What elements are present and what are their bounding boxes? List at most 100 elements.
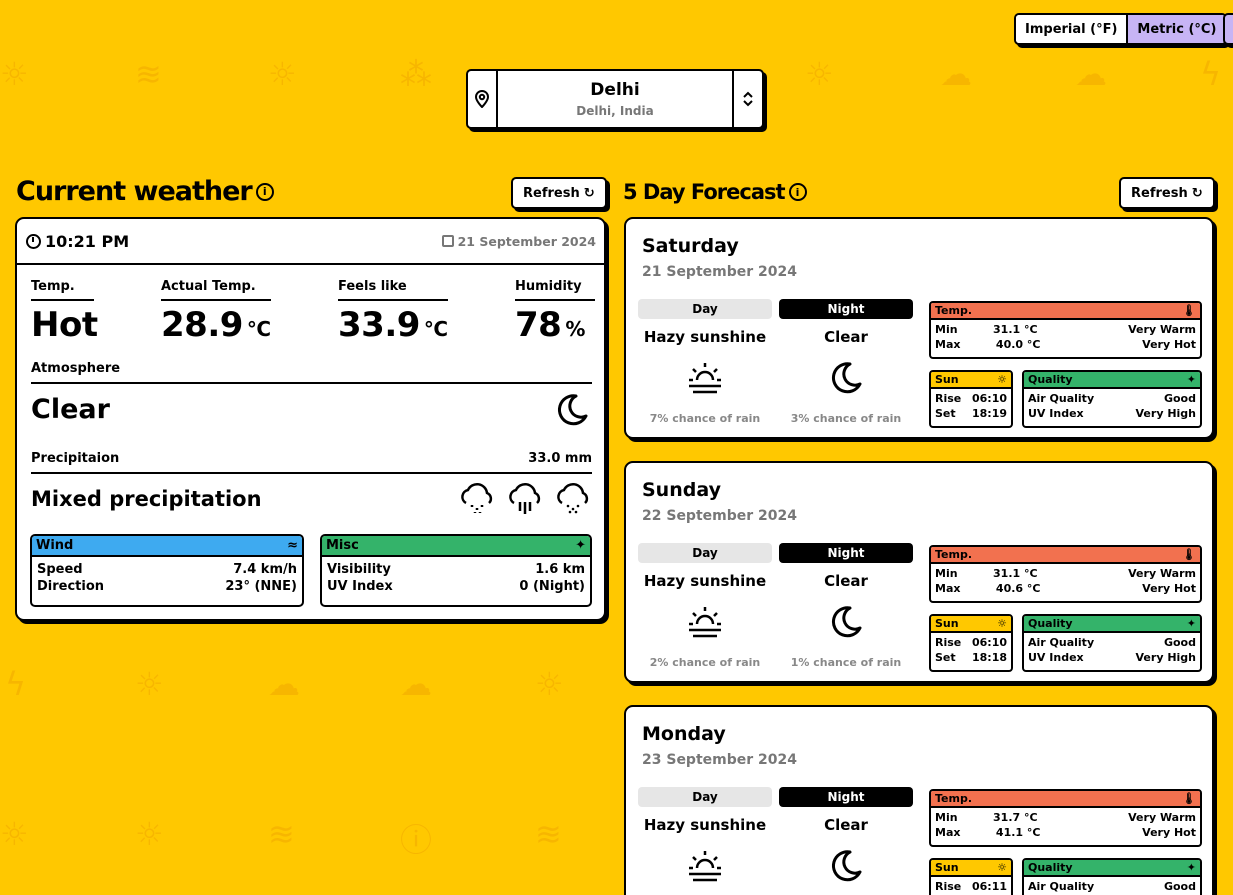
unit-toggle: Imperial (°F) Metric (°C) [1014,13,1228,45]
sun-icon: ☼ [997,373,1007,386]
day-rain-chance: 2% chance of rain [649,656,761,669]
current-refresh-button[interactable]: Refresh ↻ [511,177,607,209]
precipitation-amount: 33.0 mm [528,451,592,466]
atmosphere-value: Clear [31,394,110,425]
drizzle-icon [461,483,493,513]
hazy-sun-icon [638,848,772,888]
sun-icon: ☼ [135,665,164,703]
forecast-day-name: Saturday [642,235,739,257]
wind-speed: 7.4 km/h [233,562,297,577]
quality-box: Quality ✦ Air Quality Good UV Index Very Hi… [1022,370,1202,428]
wind-box: Wind ≈ Speed 7.4 km/h Direction 23° (NNE) [30,534,304,607]
day-tag: Day [638,299,772,319]
sun-icon: ☼ [997,861,1007,874]
moon-icon [554,392,590,432]
refresh-icon: ↻ [1191,185,1203,201]
clock-icon [26,233,41,249]
current-weather-title: Current weather i [16,176,274,207]
forecast-title: 5 Day Forecast i [623,180,807,204]
temp-box: Temp. 🌡 Min 31.1 °C Very Warm Max 40.6 °C Ver… [929,545,1202,603]
cloud-icon: ☁ [400,665,432,703]
cloud-icon: ☁ [1075,55,1107,93]
sun-box: Sun ☼ Rise 06:10 Set 18:19 [929,370,1013,428]
precipitation-icons [458,481,592,517]
feels-like-label: Feels like [338,279,448,301]
info-icon[interactable]: i [788,183,807,201]
day-description: Hazy sunshine [643,816,767,834]
moon-icon [779,604,913,644]
moon-icon [779,360,913,400]
sun-icon: ☼ [535,665,564,703]
hazy-sun-icon [638,360,772,400]
night-tag: Night [779,543,913,563]
thermometer-icon: 🌡 [1182,548,1196,561]
sparkle-icon: ✦ [575,538,586,553]
location-pin-icon [468,71,498,127]
night-description: Clear [824,572,868,590]
uv-index-value: 0 (Night) [519,579,585,594]
forecast-day-card: Monday 23 September 2024 Day Hazy sunshi… [624,705,1214,895]
day-description: Hazy sunshine [643,328,767,346]
thermometer-icon: 🌡 [1182,792,1196,805]
actual-temp-label: Actual Temp. [161,279,271,301]
forecast-date: 23 September 2024 [642,752,797,768]
night-rain-chance: 3% chance of rain [790,412,902,425]
metric-button[interactable]: Metric (°C) [1126,15,1226,43]
precipitation-label: Precipitaion 33.0 mm [31,451,592,474]
lightning-icon: ϟ [5,665,27,703]
forecast-refresh-button[interactable]: Refresh ↻ [1119,177,1215,209]
forecast-date: 22 September 2024 [642,508,797,524]
night-tag: Night [779,299,913,319]
actual-temp-value: 28.9 [161,305,243,345]
night-tag: Night [779,787,913,807]
atmosphere-label: Atmosphere [31,361,592,384]
calendar-icon [441,235,454,247]
info-icon[interactable]: i [255,182,274,201]
hazy-sun-icon [638,604,772,644]
cloud-icon: ☁ [268,665,300,703]
sun-icon: ☼ [135,815,164,853]
rain-icon: ⁂ [400,55,432,93]
imperial-button[interactable]: Imperial (°F) [1016,15,1127,43]
refresh-icon: ↻ [583,185,595,201]
day-rain-chance: 7% chance of rain [649,412,761,425]
forecast-date: 21 September 2024 [642,264,797,280]
night-description: Clear [824,816,868,834]
location-region: Delhi, India [576,104,654,118]
sparkle-icon: ✦ [1186,861,1196,874]
humidity-value: 78 [515,305,562,345]
cloud-icon: ☁ [940,55,972,93]
lightning-icon: ϟ [1200,55,1222,93]
snow-icon [557,483,589,514]
sun-icon: ☼ [997,617,1007,630]
temp-label: Temp. [31,279,94,301]
chevron-up-down-icon[interactable] [732,71,762,127]
wind-direction: 23° (NNE) [225,579,297,594]
theme-button[interactable] [1223,13,1233,45]
wind-icon: ≋ [268,815,295,853]
sun-icon: ☼ [0,815,29,853]
temp-value: Hot [31,305,98,345]
temp-box: Temp. 🌡 Min 31.1 °C Very Warm Max 40.0 °C Ver… [929,301,1202,359]
sun-icon: ☼ [805,55,834,93]
sparkle-icon: ✦ [1186,373,1196,386]
day-tag: Day [638,543,772,563]
visibility-value: 1.6 km [535,562,585,577]
sparkle-icon: ✦ [1186,617,1196,630]
day-description: Hazy sunshine [643,572,767,590]
sun-icon: ☼ [0,55,29,93]
night-description: Clear [824,328,868,346]
heavy-rain-icon [509,483,541,514]
forecast-day-name: Monday [642,723,726,745]
wind-icon: ≋ [535,815,562,853]
humidity-label: Humidity [515,279,595,301]
forecast-day-card: Saturday 21 September 2024 Day Hazy suns… [624,217,1214,439]
current-date: 21 September 2024 [457,233,596,249]
sun-box: Sun ☼ Rise 06:10 Set 18:18 [929,614,1013,672]
wind-icon: ≈ [287,538,298,553]
current-weather-card: 10:21 PM 21 September 2024 Temp. Hot Act… [15,217,606,621]
current-time: 10:21 PM [45,231,130,251]
location-selector[interactable]: Delhi Delhi, India [466,69,764,129]
